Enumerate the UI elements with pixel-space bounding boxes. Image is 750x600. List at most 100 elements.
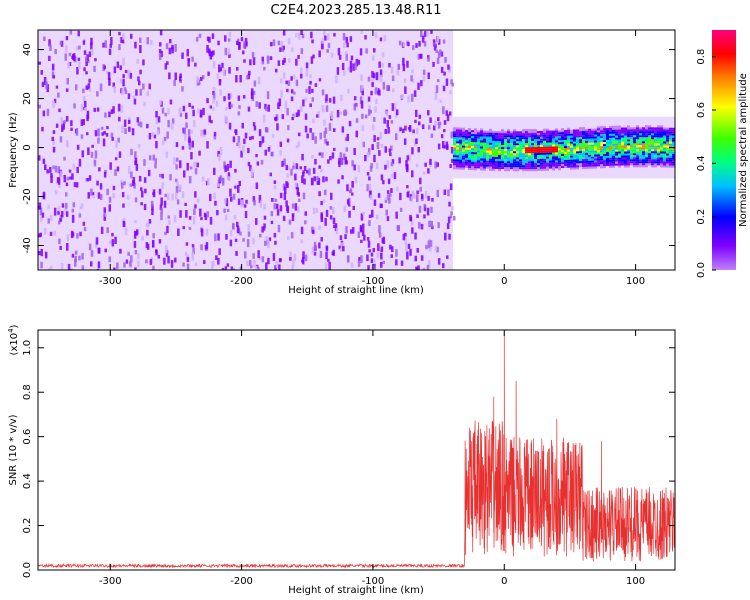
noise-cell bbox=[269, 172, 272, 177]
noise-cell bbox=[55, 123, 59, 128]
signal-cell bbox=[663, 163, 666, 166]
signal-cell bbox=[570, 143, 573, 146]
noise-cell bbox=[380, 174, 384, 181]
signal-cell bbox=[555, 146, 558, 149]
signal-cell bbox=[516, 155, 519, 158]
signal-cell bbox=[585, 162, 588, 165]
signal-cell bbox=[582, 167, 585, 170]
noise-cell bbox=[272, 39, 276, 46]
noise-cell bbox=[391, 246, 394, 252]
signal-cell bbox=[453, 135, 456, 138]
noise-cell bbox=[140, 187, 143, 191]
noise-cell bbox=[216, 210, 219, 216]
noise-cell bbox=[122, 220, 126, 227]
signal-cell bbox=[570, 157, 573, 160]
signal-cell bbox=[576, 137, 579, 140]
signal-cell bbox=[525, 147, 528, 150]
signal-cell bbox=[606, 150, 609, 152]
noise-cell bbox=[301, 34, 305, 39]
signal-cell bbox=[630, 141, 633, 144]
signal-cell bbox=[495, 165, 498, 167]
signal-cell bbox=[672, 149, 675, 152]
signal-cell bbox=[648, 163, 651, 166]
signal-cell bbox=[615, 135, 618, 138]
noise-cell bbox=[265, 127, 269, 133]
signal-cell bbox=[504, 163, 507, 166]
signal-cell bbox=[558, 168, 561, 171]
signal-cell bbox=[648, 151, 651, 154]
signal-cell bbox=[567, 151, 570, 154]
noise-cell bbox=[199, 109, 203, 118]
noise-cell bbox=[106, 70, 109, 75]
signal-cell bbox=[465, 131, 468, 134]
signal-cell bbox=[468, 148, 471, 150]
noise-cell bbox=[437, 79, 440, 83]
signal-cell bbox=[570, 139, 573, 142]
noise-cell bbox=[382, 236, 386, 244]
signal-cell bbox=[615, 145, 618, 148]
noise-cell bbox=[122, 74, 125, 79]
signal-cell bbox=[495, 135, 498, 137]
signal-cell bbox=[654, 145, 657, 148]
noise-cell bbox=[181, 191, 185, 199]
signal-cell bbox=[522, 165, 525, 168]
signal-cell bbox=[486, 138, 489, 141]
noise-cell bbox=[450, 79, 453, 85]
signal-cell bbox=[534, 139, 537, 142]
noise-cell bbox=[398, 40, 402, 46]
noise-cell bbox=[298, 198, 301, 202]
signal-cell bbox=[570, 147, 573, 150]
noise-cell bbox=[81, 265, 85, 270]
noise-cell bbox=[69, 30, 73, 35]
signal-cell bbox=[609, 155, 612, 158]
noise-cell bbox=[142, 59, 145, 66]
signal-cell bbox=[480, 168, 483, 171]
noise-cell bbox=[221, 177, 225, 184]
signal-cell bbox=[639, 147, 642, 150]
noise-cell bbox=[350, 55, 354, 61]
signal-cell bbox=[465, 163, 468, 166]
signal-cell bbox=[591, 148, 594, 151]
signal-cell bbox=[465, 137, 468, 140]
noise-cell bbox=[275, 261, 279, 269]
noise-cell bbox=[166, 225, 169, 234]
signal-cell bbox=[576, 143, 579, 146]
signal-cell bbox=[483, 158, 486, 161]
noise-cell bbox=[58, 108, 61, 113]
noise-cell bbox=[224, 266, 228, 270]
noise-cell bbox=[82, 88, 85, 94]
signal-cell bbox=[633, 149, 636, 152]
signal-cell bbox=[582, 153, 585, 156]
noise-cell bbox=[451, 206, 454, 211]
colorbar-gradient bbox=[712, 30, 736, 270]
noise-cell bbox=[278, 264, 281, 270]
noise-cell bbox=[263, 215, 267, 220]
noise-cell bbox=[367, 148, 371, 155]
noise-cell bbox=[434, 246, 438, 251]
noise-cell bbox=[398, 157, 401, 164]
noise-cell bbox=[320, 214, 324, 222]
signal-cell bbox=[642, 155, 645, 158]
signal-cell bbox=[657, 141, 660, 144]
signal-cell bbox=[609, 165, 612, 168]
noise-cell bbox=[304, 220, 307, 225]
noise-cell bbox=[296, 187, 299, 195]
signal-cell bbox=[540, 152, 543, 155]
noise-cell bbox=[162, 139, 165, 145]
signal-cell bbox=[504, 137, 507, 140]
signal-cell bbox=[498, 137, 501, 140]
signal-cell bbox=[474, 156, 477, 159]
signal-cell bbox=[627, 135, 630, 138]
noise-cell bbox=[171, 44, 174, 51]
signal-cell bbox=[465, 135, 468, 138]
noise-cell bbox=[85, 85, 88, 90]
noise-cell bbox=[76, 144, 80, 150]
signal-cell bbox=[549, 130, 552, 133]
signal-cell bbox=[564, 148, 567, 150]
signal-cell bbox=[489, 148, 492, 151]
noise-cell bbox=[286, 88, 289, 93]
noise-cell bbox=[328, 261, 331, 270]
noise-cell bbox=[331, 251, 334, 256]
signal-cell bbox=[501, 143, 504, 146]
signal-cell bbox=[591, 162, 594, 165]
